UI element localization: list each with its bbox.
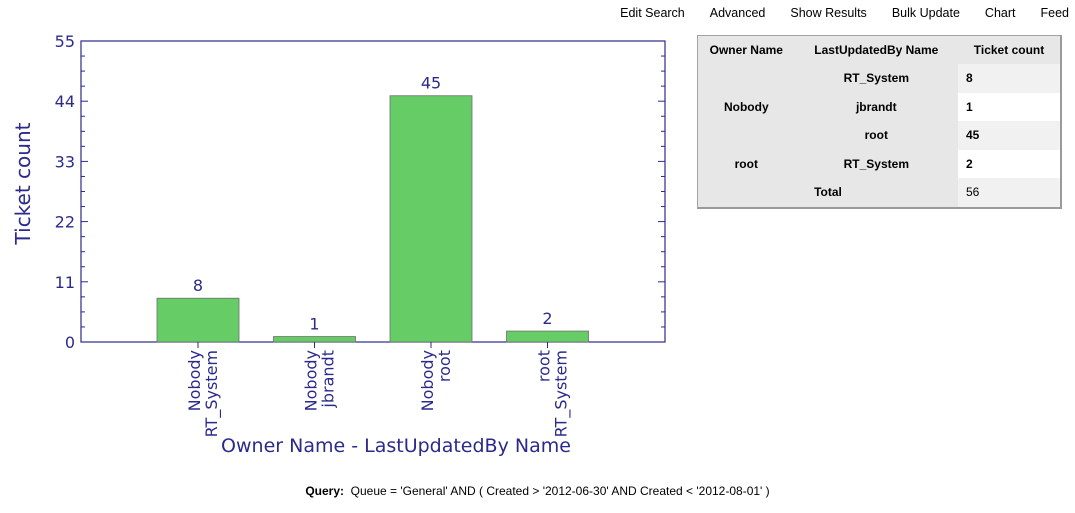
bar-value-label: 2 — [542, 309, 552, 328]
total-value: 56 — [958, 178, 1060, 207]
x-tick-label: NobodyRT_System — [185, 350, 222, 437]
y-tick-label: 0 — [65, 333, 75, 352]
x-axis-title: Owner Name - LastUpdatedBy Name — [221, 435, 571, 457]
bar-value-label: 45 — [421, 74, 441, 93]
bar — [273, 336, 356, 343]
total-label: Total — [814, 185, 842, 200]
bulk-update-link[interactable]: Bulk Update — [891, 6, 960, 20]
header-ticket-count: Ticket count — [958, 36, 1060, 64]
query-text: Queue = 'General' AND ( Created > '2012-… — [350, 484, 770, 498]
x-tick-label: Nobodyjbrandt — [302, 350, 338, 411]
updater-cell: RT_System — [843, 156, 909, 171]
table-row: root RT_System 2 — [698, 149, 1060, 178]
updater-cell: root — [864, 128, 888, 143]
bar-chart: 0 11 22 33 44 55 8 NobodyRT_System 1 Nobodyjbrand… — [11, 32, 666, 457]
table-row: Nobody RT_System 8 — [698, 64, 1060, 114]
top-nav: Edit Search Advanced Show Results Bulk U… — [620, 5, 1075, 21]
advanced-link[interactable]: Advanced — [709, 6, 766, 20]
y-tick-label: 44 — [55, 92, 75, 111]
count-cell: 8 — [958, 64, 1060, 93]
y-tick-label: 11 — [55, 273, 75, 292]
y-axis-title: Ticket count — [11, 122, 35, 245]
feed-link[interactable]: Feed — [1040, 6, 1070, 20]
owner-cell: root — [734, 156, 758, 171]
bar — [156, 297, 240, 343]
updater-cell: RT_System — [843, 71, 909, 86]
y-tick-label: 33 — [55, 152, 75, 171]
total-row: Total 56 — [698, 178, 1060, 207]
y-tick-label: 55 — [55, 32, 75, 51]
owner-cell: Nobody — [723, 99, 769, 114]
updater-cell: jbrandt — [855, 99, 897, 114]
table-row: jbrandt 1 — [698, 92, 1060, 121]
plot-frame — [80, 40, 666, 343]
y-tick-label: 22 — [55, 213, 75, 232]
bar — [506, 330, 589, 343]
chart-link[interactable]: Chart — [984, 6, 1016, 20]
query-label: Query: — [305, 484, 344, 498]
bar-value-label: 8 — [193, 276, 203, 295]
count-cell: 1 — [958, 92, 1060, 121]
x-tick-label: rootRT_System — [535, 350, 572, 437]
edit-search-link[interactable]: Edit Search — [620, 6, 685, 20]
header-lastupdatedby-name: LastUpdatedBy Name — [794, 36, 958, 64]
summary-table: Owner Name LastUpdatedBy Name Ticket cou… — [697, 35, 1062, 209]
query-line: Query: Queue = 'General' AND ( Created >… — [0, 484, 1075, 498]
bar-value-label: 1 — [309, 315, 319, 334]
count-cell: 45 — [958, 121, 1060, 150]
header-owner-name: Owner Name — [698, 36, 795, 64]
x-tick-label: Nobodyroot — [418, 350, 454, 411]
table-header-row: Owner Name LastUpdatedBy Name Ticket cou… — [698, 36, 1060, 64]
show-results-link[interactable]: Show Results — [790, 6, 867, 20]
table-row: root 45 — [698, 121, 1060, 150]
count-cell: 2 — [958, 149, 1060, 178]
bar — [389, 95, 473, 343]
